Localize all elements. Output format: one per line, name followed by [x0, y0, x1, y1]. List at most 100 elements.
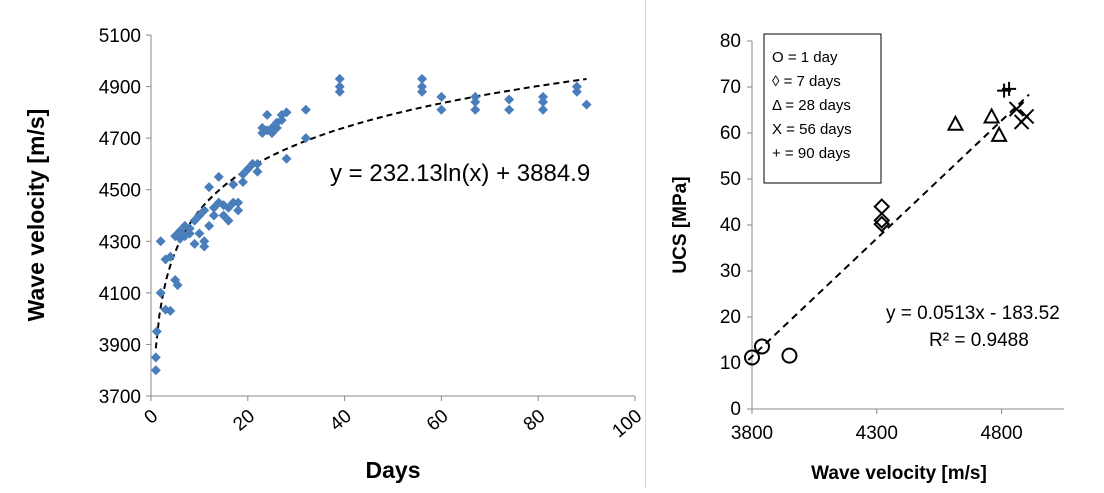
left-x-tick-label: 80: [520, 406, 550, 436]
left-y-tick-label: 3900: [99, 335, 141, 356]
left-data-point: [300, 104, 311, 115]
right-point-7-days: [873, 198, 891, 216]
left-data-point: [199, 205, 210, 216]
right-point-28-days: [982, 107, 1001, 124]
left-data-point: [155, 236, 166, 247]
left-data-point: [470, 97, 481, 108]
left-data-point: [538, 104, 549, 115]
legend-entry-56-days: X = 56 days: [772, 121, 852, 138]
right-point-56-days: [1008, 101, 1025, 117]
left-data-point: [199, 236, 210, 247]
right-y-tick-label: 70: [720, 77, 741, 98]
left-data-point: [150, 365, 161, 376]
right-y-tick-label: 80: [720, 31, 741, 52]
right-y-tick-label: 40: [720, 215, 741, 236]
left-data-point: [189, 238, 200, 249]
left-data-point: [538, 97, 549, 108]
left-data-point: [300, 133, 311, 144]
left-data-point: [233, 197, 244, 208]
left-data-point: [184, 228, 195, 239]
right-point-7-days: [873, 211, 891, 229]
left-data-point: [204, 220, 215, 231]
left-data-point: [151, 326, 162, 337]
left-data-point: [281, 107, 292, 118]
left-x-axis-title: Days: [366, 457, 421, 483]
ucs-vs-wave-velocity-chart: 0 10 20 30 40 50 60 70 80 3800 4300 4800 O = 1 day …: [646, 0, 1104, 488]
legend-entry-1-day: O = 1 day: [772, 49, 838, 66]
left-x-tick-label: 20: [229, 406, 259, 436]
right-equation-label: y = 0.0513x - 183.52: [886, 303, 1060, 324]
left-data-point: [417, 86, 428, 97]
left-data-point: [184, 223, 195, 234]
left-data-point: [150, 352, 161, 363]
right-x-axis-title: Wave velocity [m/s]: [811, 463, 987, 484]
left-data-point: [271, 122, 282, 133]
left-data-point: [233, 205, 244, 216]
right-y-axis-title: UCS [MPa]: [670, 176, 691, 273]
left-data-point: [436, 104, 447, 115]
right-axes: [747, 40, 1064, 414]
left-x-tick-label: 40: [326, 406, 356, 436]
left-data-point: [252, 158, 263, 169]
right-point-1-day: [753, 338, 770, 355]
left-y-tick-label: 4900: [99, 78, 141, 99]
legend-entry-7-days: ◊ = 7 days: [772, 73, 841, 90]
right-r-squared-label: R² = 0.9488: [929, 330, 1029, 351]
right-y-tick-label: 60: [720, 123, 741, 144]
right-point-1-day: [781, 347, 798, 364]
left-y-tick-label: 4100: [99, 284, 141, 305]
left-data-point: [417, 81, 428, 92]
left-data-point: [334, 73, 345, 84]
left-data-point: [204, 182, 215, 193]
left-y-tick-label: 4500: [99, 181, 141, 202]
right-x-tick-label: 4800: [980, 423, 1022, 444]
right-y-tick-label: 30: [720, 261, 741, 282]
left-equation-label: y = 232.13ln(x) + 3884.9: [330, 160, 590, 187]
left-data-point: [155, 287, 166, 298]
right-point-28-days: [990, 125, 1008, 142]
left-data-point: [223, 215, 234, 226]
left-y-tick-label: 4300: [99, 232, 141, 253]
left-data-point: [581, 99, 592, 110]
left-axes: [146, 34, 636, 401]
left-trendline: [154, 78, 587, 349]
left-data-point: [237, 176, 248, 187]
left-data-point: [165, 251, 176, 262]
right-tick-labels: 0 10 20 30 40 50 60 70 80 3800 4300 4800: [720, 31, 1023, 444]
left-data-point: [194, 228, 205, 239]
right-x-tick-label: 4300: [856, 423, 898, 444]
right-y-tick-label: 20: [720, 307, 741, 328]
right-y-tick-label: 10: [720, 353, 741, 374]
legend-box: [763, 33, 882, 184]
left-data-point: [262, 109, 273, 120]
left-x-tick-label: 100: [608, 406, 645, 442]
left-data-point: [417, 73, 428, 84]
left-x-tick-label: 0: [141, 406, 163, 429]
left-data-point: [199, 241, 210, 252]
left-data-point: [172, 280, 183, 291]
left-data-points: [150, 73, 592, 376]
left-data-point: [538, 91, 549, 102]
right-data-points: [744, 81, 1035, 366]
left-data-point: [470, 91, 481, 102]
right-y-tick-label: 50: [720, 169, 741, 190]
left-data-point: [165, 305, 176, 316]
legend-entry-28-days: Δ = 28 days: [772, 97, 851, 114]
left-chart-svg: 3700 3900 4100 4300 4500 4700 4900 5100 0 20 40 60 8…: [23, 26, 646, 483]
right-x-tick-label: 3800: [731, 423, 773, 444]
right-point-56-days: [1018, 108, 1035, 125]
right-legend: O = 1 day ◊ = 7 days Δ = 28 days X = 56 …: [763, 33, 882, 184]
right-trendline: [747, 93, 1030, 361]
right-y-tick-label: 0: [730, 399, 741, 420]
left-data-point: [436, 91, 447, 102]
left-data-point: [504, 104, 515, 115]
right-point-28-days: [946, 114, 965, 131]
left-y-tick-label: 4700: [99, 129, 141, 150]
left-data-point: [571, 81, 582, 92]
left-x-tick-label: 60: [423, 406, 453, 436]
left-data-point: [334, 86, 345, 97]
panel-divider: [645, 0, 646, 488]
left-y-axis-title: Wave velocity [m/s]: [23, 109, 49, 322]
right-point-1-day: [744, 349, 760, 366]
left-data-point: [470, 104, 481, 115]
